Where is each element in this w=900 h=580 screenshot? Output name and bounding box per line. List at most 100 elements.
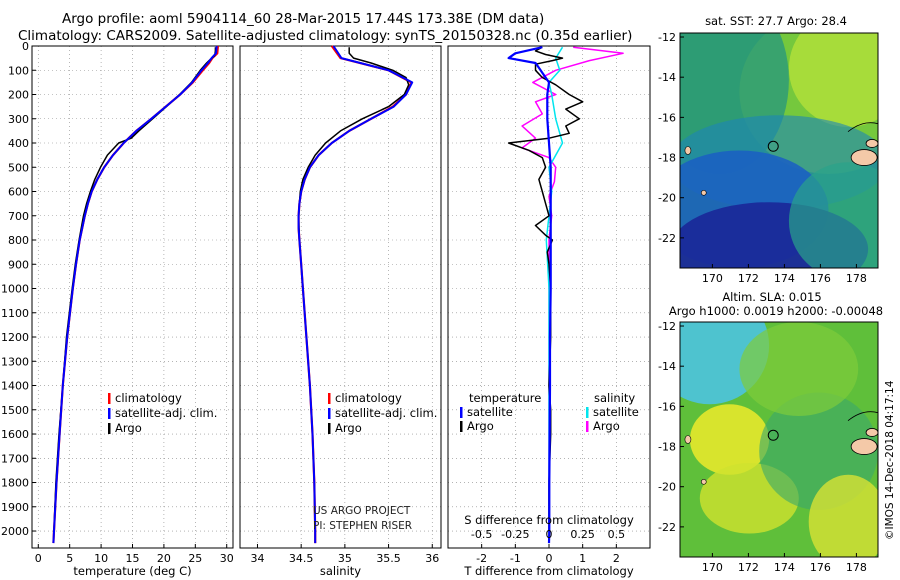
y-tick-label: 500 bbox=[8, 161, 29, 174]
y-tick-label: 1600 bbox=[1, 428, 29, 441]
y-tick-label: 300 bbox=[8, 113, 29, 126]
legend-t-satellite-swatch bbox=[460, 407, 463, 418]
salinity-legend-climatology-label: climatology bbox=[335, 391, 402, 405]
y-tick-label: 900 bbox=[8, 258, 29, 271]
y-tick-label: 200 bbox=[8, 89, 29, 102]
series-line-satellite-adj-clim- bbox=[52, 45, 218, 544]
legend-s-satellite-swatch bbox=[586, 407, 589, 418]
x-tick-label: 5 bbox=[66, 552, 73, 565]
difference-xlabel: T difference from climatology bbox=[463, 564, 634, 578]
sla_map-frame bbox=[679, 321, 879, 558]
map-y-tick-label: -20 bbox=[658, 481, 676, 494]
temperature-legend-argo-swatch bbox=[108, 423, 111, 434]
map-x-tick-label: 174 bbox=[774, 561, 795, 574]
map-y-tick-label: -12 bbox=[658, 320, 676, 333]
x-tick-label: 25 bbox=[188, 552, 202, 565]
x-tick-label: 36 bbox=[425, 552, 439, 565]
credit-line1: US ARGO PROJECT bbox=[313, 505, 411, 517]
x-tick-label: 2 bbox=[613, 552, 620, 565]
x-tick-label: 35.5 bbox=[376, 552, 401, 565]
float-position-marker bbox=[767, 429, 779, 441]
legend-s-satellite-label: satellite bbox=[593, 405, 639, 419]
map-anomaly bbox=[689, 404, 770, 475]
land-fiji bbox=[850, 149, 878, 166]
salinity-legend-argo-swatch bbox=[328, 423, 331, 434]
y-tick-label: 1200 bbox=[1, 331, 29, 344]
map-x-tick-label: 176 bbox=[810, 561, 831, 574]
y-tick-label: 1100 bbox=[1, 307, 29, 320]
temperature-legend-argo-label: Argo bbox=[115, 421, 142, 435]
land-islet bbox=[700, 190, 707, 196]
y-tick-label: 0 bbox=[22, 40, 29, 53]
x-tick-label: 1 bbox=[579, 552, 586, 565]
salinity-legend-satellite-label: satellite-adj. clim. bbox=[335, 406, 437, 420]
map-y-tick-label: -14 bbox=[658, 71, 676, 84]
legend-t-argo-label: Argo bbox=[467, 419, 494, 433]
series-line-t-argo bbox=[507, 46, 584, 531]
y-tick-label: 100 bbox=[8, 64, 29, 77]
reef-outline bbox=[847, 411, 878, 422]
map-y-tick-label: -14 bbox=[658, 360, 676, 373]
x-tick-label: 0 bbox=[546, 552, 553, 565]
map-x-tick-label: 172 bbox=[738, 561, 759, 574]
top-tick-label: -0.25 bbox=[501, 528, 529, 541]
land-fiji bbox=[850, 438, 878, 455]
top-tick-label: -0.5 bbox=[471, 528, 492, 541]
temperature-legend-satellite-label: satellite-adj. clim. bbox=[115, 406, 217, 420]
map-x-tick-label: 174 bbox=[774, 272, 795, 285]
temperature-xlabel: temperature (deg C) bbox=[73, 564, 191, 578]
legend-temperature-head: temperature bbox=[469, 391, 541, 405]
y-tick-label: 600 bbox=[8, 186, 29, 199]
series-line-climatology bbox=[52, 45, 219, 544]
temperature-legend-climatology-swatch bbox=[108, 393, 111, 404]
legend-salinity-head: salinity bbox=[594, 391, 635, 405]
reef-outline bbox=[847, 122, 878, 133]
x-tick-label: -1 bbox=[510, 552, 521, 565]
y-tick-label: 1000 bbox=[1, 283, 29, 296]
salinity-legend-argo-label: Argo bbox=[335, 421, 362, 435]
y-tick-label: 1700 bbox=[1, 452, 29, 465]
series-line-satellite-adj-clim- bbox=[297, 45, 414, 544]
credit-line2: PI: STEPHEN RISER bbox=[313, 520, 412, 532]
x-tick-label: -2 bbox=[476, 552, 487, 565]
x-tick-label: 10 bbox=[94, 552, 108, 565]
temperature-panel: 0 5 10 15 20 25 30 temperature (deg C) bbox=[31, 45, 234, 578]
chart-title-line2: Climatology: CARS2009. Satellite-adjuste… bbox=[18, 28, 633, 44]
y-tick-label: 1900 bbox=[1, 501, 29, 514]
map-x-tick-label: 172 bbox=[738, 272, 759, 285]
series-line-t-satellite bbox=[507, 46, 552, 544]
sla-map-title: Altim. SLA: 0.015 bbox=[722, 290, 821, 304]
map-x-tick-label: 178 bbox=[846, 561, 867, 574]
map-x-tick-label: 170 bbox=[702, 272, 723, 285]
map-y-tick-label: -12 bbox=[658, 31, 676, 44]
sla-map-subtitle: Argo h1000: 0.0019 h2000: -0.00048 bbox=[669, 304, 883, 318]
y-tick-label: 1500 bbox=[1, 404, 29, 417]
y-tick-label: 2000 bbox=[1, 525, 29, 538]
temperature-legend-satellite-swatch bbox=[108, 408, 111, 419]
y-tick-label: 1400 bbox=[1, 380, 29, 393]
difference-xlabel-top: S difference from climatology bbox=[464, 513, 634, 527]
map-anomaly bbox=[739, 322, 859, 416]
legend-t-argo-swatch bbox=[460, 421, 463, 432]
salinity-frame bbox=[239, 45, 442, 549]
sla_map-field bbox=[680, 322, 878, 557]
map-y-tick-label: -22 bbox=[658, 521, 676, 534]
salinity-panel: 34 34.5 35 35.5 36 salinity bbox=[239, 45, 442, 578]
imos-timestamp: ©IMOS 14-Dec-2018 04:17:14 bbox=[884, 380, 896, 540]
sla_map: 170 172 174 176 178 -12 -14 -16 -18 -20 -22 bbox=[658, 320, 879, 574]
y-tick-label: 400 bbox=[8, 137, 29, 150]
map-anomaly bbox=[788, 162, 878, 268]
salinity-xlabel: salinity bbox=[320, 564, 361, 578]
sst-map-title: sat. SST: 27.7 Argo: 28.4 bbox=[705, 14, 847, 28]
y-tick-label: 800 bbox=[8, 234, 29, 247]
map-y-tick-label: -20 bbox=[658, 192, 676, 205]
map-y-tick-label: -18 bbox=[658, 441, 676, 454]
top-tick-label: 0.25 bbox=[570, 528, 595, 541]
y-tick-label: 1300 bbox=[1, 355, 29, 368]
x-tick-label: 20 bbox=[157, 552, 171, 565]
land-islet bbox=[700, 478, 707, 485]
float-position-marker bbox=[767, 140, 779, 152]
map-x-tick-label: 170 bbox=[702, 561, 723, 574]
y-tick-label: 1800 bbox=[1, 477, 29, 490]
